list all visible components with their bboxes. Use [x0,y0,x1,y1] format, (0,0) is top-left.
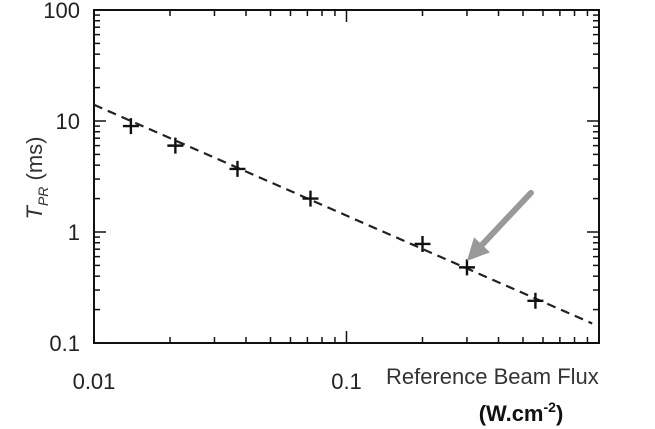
data-point [122,118,139,135]
fit-line [93,103,593,325]
annotation-arrow-head [466,237,491,261]
data-point [302,190,319,207]
annotation-group [466,189,534,261]
data-point [414,235,431,252]
y-axis-symbol: T [22,205,47,220]
x-axis-units-tail: ) [556,401,563,426]
data-point [229,160,246,177]
y-axis-subscript: PR [35,187,51,206]
fit-line-group [93,103,593,325]
y-axis-title-text: TPR (ms) [22,137,51,220]
y-tick-label: 0.1 [49,331,80,356]
y-tick-label: 1 [68,220,80,245]
axis-ticks: 0.01 0.1 100 10 1 0.1 [43,0,599,394]
data-point [458,259,475,276]
y-tick-label: 10 [56,109,80,134]
y-tick-label: 100 [43,0,80,23]
data-points [122,118,544,309]
x-axis-title: Reference Beam Flux [386,364,599,389]
x-tick-label: 0.1 [331,369,362,394]
y-axis-title: TPR (ms) [22,137,51,220]
x-axis-units: (W.cm-2) [479,399,564,426]
y-axis-units: (ms) [22,137,47,187]
data-point [527,292,544,309]
annotation-arrow [479,189,534,248]
data-point [167,137,184,154]
x-tick-label: 0.01 [73,369,116,394]
x-axis-units-sup: -2 [544,399,557,415]
x-axis-units-base: (W.cm [479,401,544,426]
